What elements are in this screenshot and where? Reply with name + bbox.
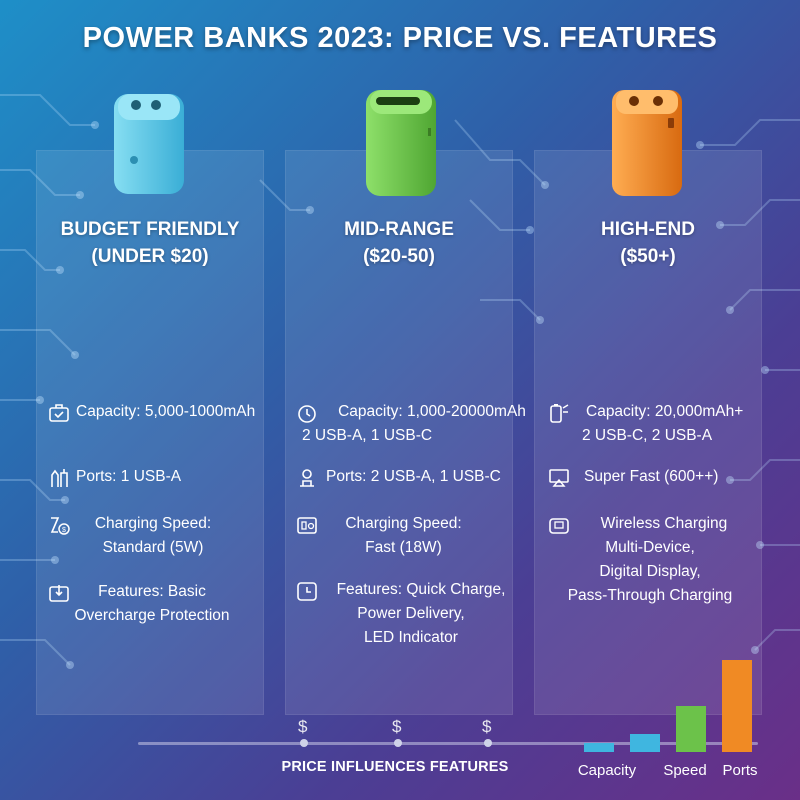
feature-line: Power Delivery, xyxy=(357,605,465,622)
price-tick xyxy=(300,739,308,747)
tier-price: ($50+) xyxy=(620,246,676,267)
feature-ports: Ports: 1 USB-A xyxy=(48,465,248,491)
feature-line: Ports: 2 USB-A, 1 USB-C xyxy=(326,468,501,485)
mini-bar xyxy=(722,660,752,752)
bar-label-capacity: Capacity xyxy=(577,762,637,779)
feature-speed: Charging Speed: Fast (18W) xyxy=(296,512,496,562)
feature-features: Features: Basic Overcharge Protection xyxy=(48,580,248,630)
feature-capacity: Capacity: 1,000-20000mAh 2 USB-A, 1 USB-… xyxy=(296,400,536,450)
tier-heading-high: HIGH-END ($50+) xyxy=(523,216,773,270)
price-tick xyxy=(394,739,402,747)
mini-bar xyxy=(630,733,660,752)
speed-icon xyxy=(297,517,317,534)
tier-price: (UNDER $20) xyxy=(91,246,209,267)
feature-ports: Ports: 2 USB-A, 1 USB-C xyxy=(296,465,516,491)
feature-line: Capacity: 5,000-1000mAh xyxy=(76,403,256,420)
ports-icon xyxy=(300,469,314,487)
battery-icon xyxy=(550,404,569,423)
price-axis-label: PRICE INFLUENCES FEATURES xyxy=(281,759,509,775)
dollar-marker: $ xyxy=(392,717,402,736)
feature-line: Digital Display, xyxy=(599,563,701,580)
feature-speed: Super Fast (600++) xyxy=(548,465,768,491)
wireless-icon xyxy=(549,518,569,534)
feature-line: Ports: 1 USB-A xyxy=(76,468,182,485)
feature-icon xyxy=(49,585,69,602)
bar-label-speed: Speed xyxy=(663,762,707,779)
page-title: POWER BANKS 2023: PRICE VS. FEATURES xyxy=(82,22,718,54)
battery-icon xyxy=(49,404,69,422)
feature-speed: $ Charging Speed: Standard (5W) xyxy=(48,512,248,562)
svg-text:$: $ xyxy=(62,527,66,534)
feature-line: Standard (5W) xyxy=(102,539,204,556)
tier-panel-mid xyxy=(285,150,513,715)
tier-name: BUDGET FRIENDLY xyxy=(60,219,240,240)
dollar-marker: $ xyxy=(298,717,308,736)
mini-bar xyxy=(584,742,614,752)
power-bank-orange-image xyxy=(612,90,682,196)
feature-line: Super Fast (600++) xyxy=(584,468,719,485)
feature-line: Multi-Device, xyxy=(605,539,695,556)
feature-line: Charging Speed: xyxy=(345,515,462,532)
feature-icon xyxy=(297,582,317,601)
dollar-marker: $ xyxy=(482,717,492,736)
tier-name: HIGH-END xyxy=(601,219,695,240)
tier-price: ($20-50) xyxy=(363,246,435,267)
feature-capacity: Capacity: 5,000-1000mAh xyxy=(48,400,283,426)
feature-line: 2 USB-A, 1 USB-C xyxy=(302,427,433,444)
power-bank-blue-image xyxy=(114,94,184,194)
tier-heading-budget: BUDGET FRIENDLY (UNDER $20) xyxy=(25,216,275,270)
tier-panel-budget xyxy=(36,150,264,715)
feature-line: Wireless Charging xyxy=(600,515,728,532)
feature-line: Fast (18W) xyxy=(365,539,442,556)
feature-features: Features: Quick Charge, Power Delivery, … xyxy=(296,578,516,652)
tier-heading-mid: MID-RANGE ($20-50) xyxy=(274,216,524,270)
feature-capacity: Capacity: 20,000mAh+ 2 USB-C, 2 USB-A xyxy=(548,400,778,450)
feature-line: 2 USB-C, 2 USB-A xyxy=(582,427,713,444)
feature-line: Charging Speed: xyxy=(94,515,212,532)
feature-line: Capacity: 20,000mAh+ xyxy=(586,403,744,420)
speed-icon: $ xyxy=(50,517,70,535)
feature-line: Pass-Through Charging xyxy=(567,587,733,604)
bar-label-ports: Ports xyxy=(722,762,758,779)
feature-line: Features: Quick Charge, xyxy=(336,581,506,598)
tier-panel-high xyxy=(534,150,762,715)
feature-line: Capacity: 1,000-20000mAh xyxy=(338,403,526,420)
price-axis-line xyxy=(138,742,758,745)
feature-line: Overcharge Protection xyxy=(74,607,230,624)
ports-icon xyxy=(51,469,68,487)
feature-wireless: Wireless Charging Multi-Device, Digital … xyxy=(548,512,748,610)
mini-bar xyxy=(676,706,706,752)
tier-name: MID-RANGE xyxy=(344,219,454,240)
feature-line: Features: Basic xyxy=(98,583,206,600)
timer-icon xyxy=(298,405,316,423)
power-bank-green-image xyxy=(366,90,436,196)
price-tick xyxy=(484,739,492,747)
monitor-icon xyxy=(549,469,569,487)
feature-line: LED Indicator xyxy=(364,629,458,646)
